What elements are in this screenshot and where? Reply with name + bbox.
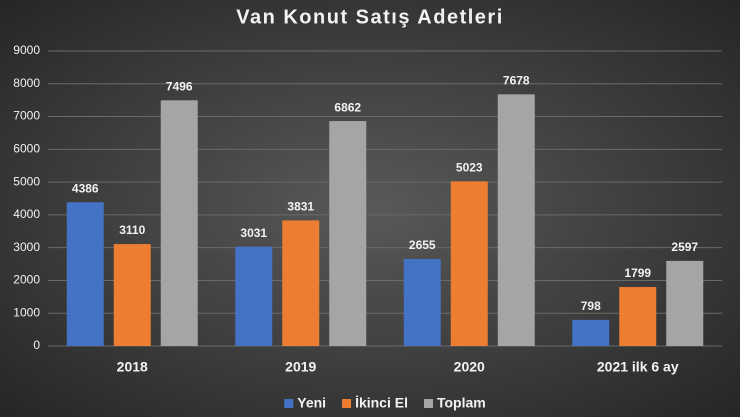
bar	[282, 220, 320, 346]
data-label: 3831	[287, 200, 314, 214]
bar	[572, 319, 610, 346]
bar	[403, 258, 441, 346]
bar	[235, 246, 273, 346]
data-label: 7678	[503, 74, 530, 88]
legend-label: Toplam	[437, 395, 486, 411]
bar	[66, 202, 104, 346]
data-label: 6862	[334, 100, 361, 114]
x-tick-label: 2021 ilk 6 ay	[597, 359, 679, 375]
y-tick-label: 8000	[13, 76, 40, 90]
bar	[113, 244, 151, 346]
x-tick-label: 2020	[454, 359, 485, 375]
y-tick-label: 9000	[13, 43, 40, 57]
data-label: 4386	[72, 181, 99, 195]
legend-label: Yeni	[297, 395, 326, 411]
y-tick-label: 1000	[13, 305, 40, 319]
bar	[160, 100, 198, 346]
data-label: 2597	[671, 240, 698, 254]
data-label: 1799	[624, 266, 651, 280]
chart-title: Van Konut Satış Adetleri	[236, 6, 504, 28]
x-tick-label: 2019	[285, 359, 316, 375]
data-label: 7496	[166, 79, 193, 93]
legend-swatch	[284, 399, 294, 408]
legend-label: İkinci El	[355, 395, 408, 411]
y-tick-label: 7000	[13, 109, 40, 123]
bar	[497, 94, 535, 347]
y-tick-label: 2000	[13, 273, 40, 287]
y-tick-label: 5000	[13, 174, 40, 188]
data-label: 5023	[456, 161, 483, 175]
data-label: 3031	[240, 226, 267, 240]
x-tick-label: 2018	[117, 359, 148, 375]
bar	[666, 260, 704, 346]
bar	[619, 287, 657, 346]
data-label: 3110	[119, 223, 145, 237]
y-tick-label: 6000	[13, 142, 40, 156]
bar	[329, 121, 367, 346]
legend-swatch	[423, 399, 433, 408]
data-label: 2655	[409, 238, 436, 252]
data-label: 798	[581, 299, 601, 313]
legend-swatch	[342, 399, 352, 408]
y-tick-label: 0	[33, 338, 40, 352]
y-tick-label: 3000	[13, 240, 40, 254]
bar	[450, 181, 488, 346]
y-tick-label: 4000	[13, 207, 40, 221]
